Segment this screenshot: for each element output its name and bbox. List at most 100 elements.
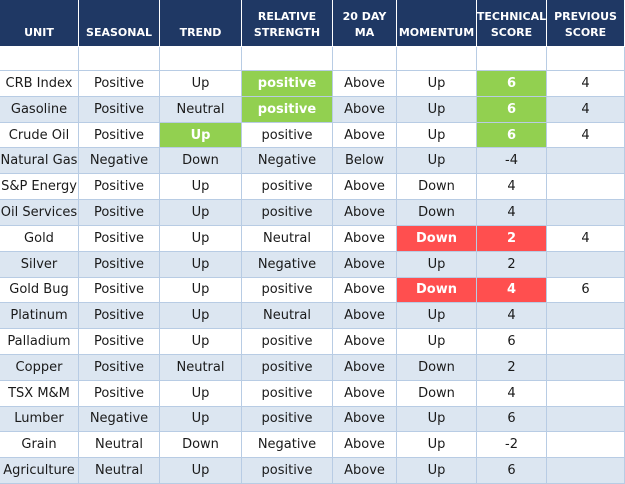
cell: Positive <box>79 200 160 226</box>
highlight-cell: Down <box>397 225 477 252</box>
empty-cell <box>547 303 625 330</box>
spacer-cell <box>160 47 242 71</box>
cell: Above <box>333 380 397 407</box>
highlight-cell: 6 <box>477 96 547 123</box>
cell: Up <box>160 329 242 355</box>
cell: Neutral <box>79 432 160 459</box>
cell: 4 <box>547 225 625 252</box>
highlight-cell: 6 <box>477 122 547 149</box>
cell: Negative <box>242 432 333 459</box>
cell: Up <box>397 458 477 484</box>
header-cell: UNIT <box>0 0 79 47</box>
header-cell: 20 DAY MA <box>333 0 397 47</box>
empty-cell <box>547 174 625 201</box>
spacer-cell <box>79 47 160 71</box>
cell: Up <box>160 277 242 304</box>
highlight-cell: Up <box>160 122 242 149</box>
cell: Positive <box>79 251 160 278</box>
cell: Above <box>333 174 397 201</box>
cell: Up <box>160 251 242 278</box>
empty-cell <box>547 200 625 226</box>
header-cell: PREVIOUS SCORE <box>547 0 625 47</box>
highlight-cell: Down <box>397 277 477 304</box>
cell: Neutral <box>242 303 333 330</box>
unit-cell: Lumber <box>0 406 79 433</box>
cell: 2 <box>477 251 547 278</box>
cell: Down <box>397 174 477 201</box>
cell: 6 <box>477 329 547 355</box>
spacer-cell <box>0 47 79 71</box>
cell: Down <box>160 432 242 459</box>
cell: Up <box>397 432 477 459</box>
unit-cell: Platinum <box>0 303 79 330</box>
cell: Down <box>397 200 477 226</box>
cell: Up <box>160 225 242 252</box>
cell: Up <box>397 96 477 123</box>
cell: Up <box>160 406 242 433</box>
unit-cell: Oil Services <box>0 200 79 226</box>
cell: Positive <box>79 96 160 123</box>
cell: Up <box>397 122 477 149</box>
cell: Positive <box>79 71 160 97</box>
unit-cell: TSX M&M <box>0 380 79 407</box>
cell: 4 <box>477 174 547 201</box>
spacer-cell <box>547 47 625 71</box>
cell: 6 <box>477 406 547 433</box>
cell: Positive <box>79 380 160 407</box>
cell: Negative <box>79 148 160 175</box>
cell: Down <box>397 354 477 381</box>
cell: Neutral <box>242 225 333 252</box>
cell: positive <box>242 277 333 304</box>
unit-cell: Crude Oil <box>0 122 79 149</box>
empty-cell <box>547 380 625 407</box>
cell: -4 <box>477 148 547 175</box>
unit-cell: S&P Energy <box>0 174 79 201</box>
cell: positive <box>242 200 333 226</box>
header-cell: TECHNICAL SCORE <box>477 0 547 47</box>
cell: Above <box>333 432 397 459</box>
cell: positive <box>242 354 333 381</box>
unit-cell: Copper <box>0 354 79 381</box>
unit-cell: Gasoline <box>0 96 79 123</box>
unit-cell: Natural Gas <box>0 148 79 175</box>
cell: Up <box>397 71 477 97</box>
cell: positive <box>242 329 333 355</box>
cell: 4 <box>547 96 625 123</box>
highlight-cell: positive <box>242 71 333 97</box>
cell: Up <box>160 71 242 97</box>
cell: Down <box>160 148 242 175</box>
cell: Above <box>333 225 397 252</box>
cell: Up <box>397 329 477 355</box>
cell: Neutral <box>160 96 242 123</box>
cell: Above <box>333 406 397 433</box>
unit-cell: Gold <box>0 225 79 252</box>
header-cell: RELATIVE STRENGTH <box>242 0 333 47</box>
cell: Positive <box>79 122 160 149</box>
empty-cell <box>547 406 625 433</box>
highlight-cell: 2 <box>477 225 547 252</box>
cell: 2 <box>477 354 547 381</box>
highlight-cell: 6 <box>477 71 547 97</box>
cell: Up <box>397 303 477 330</box>
cell: Up <box>160 458 242 484</box>
cell: positive <box>242 458 333 484</box>
cell: Negative <box>242 148 333 175</box>
unit-cell: Palladium <box>0 329 79 355</box>
cell: Up <box>160 174 242 201</box>
cell: Above <box>333 329 397 355</box>
cell: Positive <box>79 225 160 252</box>
cell: Up <box>397 251 477 278</box>
highlight-cell: 4 <box>477 277 547 304</box>
cell: 4 <box>547 122 625 149</box>
header-cell: SEASONAL <box>79 0 160 47</box>
cell: Negative <box>242 251 333 278</box>
unit-cell: Grain <box>0 432 79 459</box>
cell: Down <box>397 380 477 407</box>
cell: Neutral <box>79 458 160 484</box>
spacer-cell <box>333 47 397 71</box>
cell: Above <box>333 303 397 330</box>
cell: Positive <box>79 354 160 381</box>
cell: Neutral <box>160 354 242 381</box>
